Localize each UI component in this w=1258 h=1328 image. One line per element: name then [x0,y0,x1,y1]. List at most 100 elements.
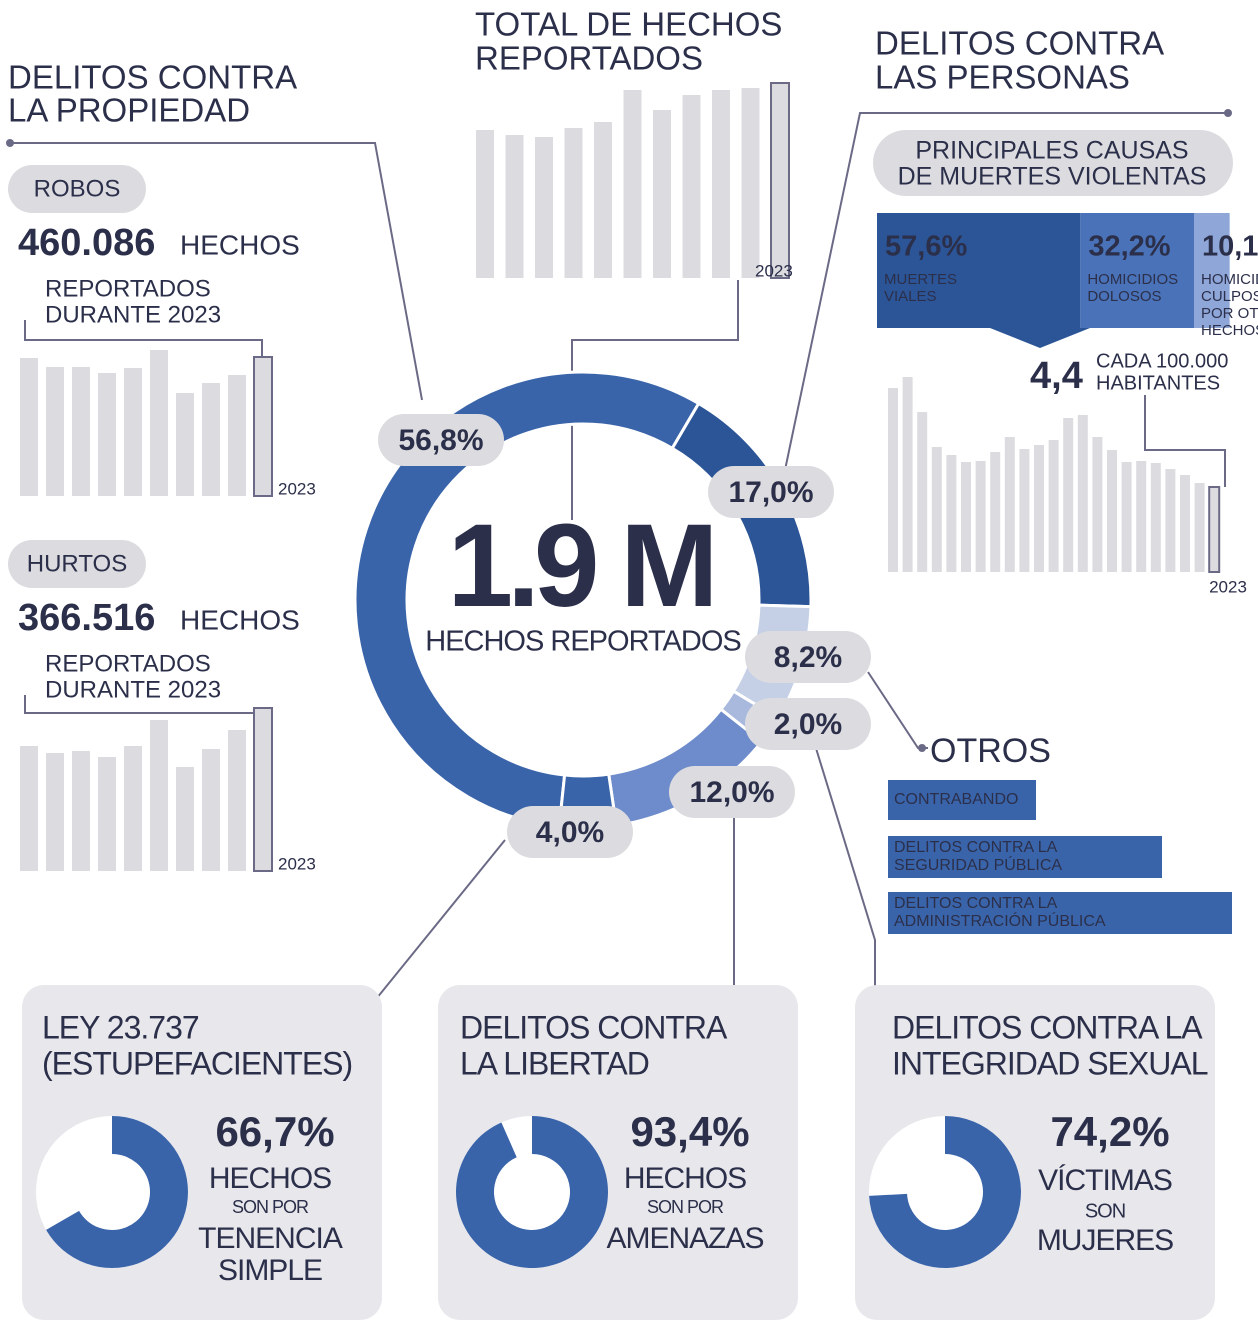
label-pill [745,631,871,683]
bar [1107,450,1117,572]
value-label: 2,0% [774,708,842,741]
bar [712,90,730,278]
bar [253,707,273,872]
center-value: 1.9 M [447,500,712,632]
bar [1034,445,1044,572]
bar [770,82,790,279]
tag: DE MUERTES VIOLENTAS [898,163,1207,191]
bar [564,128,583,278]
bar [72,367,90,496]
value-label: 12,0% [689,776,774,809]
title: REPORTADOS [475,40,703,77]
value-label: 8,2% [774,641,842,674]
bar [535,137,553,278]
bar [72,751,90,871]
value-label: 56,8% [398,424,483,457]
card-line: HECHOS [624,1162,746,1195]
year: 2023 [278,854,316,873]
bar [505,135,524,278]
title: OTROS [930,732,1051,770]
bar [1048,440,1059,572]
bar [46,753,64,871]
title: TOTAL DE HECHOS [475,6,782,43]
title: DELITOS CONTRA [8,59,297,96]
cause-name: MUERTES [884,271,957,288]
bar [1150,463,1161,572]
tag-pill [8,540,146,588]
cause-value: 10,1% [1202,231,1258,263]
category: DELITOS CONTRA LA [894,839,1058,856]
bar [653,110,671,278]
bar [98,373,116,496]
cause-bar [877,213,1081,328]
category-box [888,780,1036,820]
rate-note: HABITANTES [1096,372,1220,394]
number: 366.516 [18,597,155,639]
tag-pill [873,130,1233,196]
center-label: HECHOS REPORTADOS [425,626,741,658]
title: LA PROPIEDAD [8,92,250,129]
bar [150,350,168,496]
number: 460.086 [18,222,155,264]
card-title: LA LIBERTAD [460,1045,649,1081]
bar [975,461,986,572]
cause-name: POR OTROS [1201,305,1258,322]
unit: HECHOS [180,604,300,635]
bar [931,447,942,572]
category: SEGURIDAD PÚBLICA [894,855,1062,874]
bar [176,393,194,496]
cause-name: DOLOSOS [1087,288,1161,305]
cause-name: CULPOSOS [1201,288,1258,305]
bar [202,749,220,871]
bar [176,767,194,871]
bar [1208,486,1221,573]
cause-name: VIALES [884,288,937,305]
bar [253,356,273,497]
unit: HECHOS [180,229,300,260]
category-box [888,892,1232,934]
bar [124,368,142,496]
bar [1136,461,1147,572]
cause-name: HOMICIDIOS [1087,271,1178,288]
bar [946,455,957,572]
donut-segment [869,1116,1022,1269]
bar [228,730,246,871]
bar [741,88,760,278]
bar [1180,475,1190,572]
card-value: 66,7% [215,1108,334,1155]
bar [623,90,642,278]
label-pill [708,466,834,518]
bar [46,367,64,496]
cause-bar [1193,213,1230,328]
card-line: SON [1085,1200,1125,1222]
note: REPORTADOS [45,650,211,677]
bar [228,375,246,496]
bar [124,746,142,871]
label-pill [669,766,795,818]
card-line: SON POR [232,1197,309,1217]
bar [902,377,913,572]
category: ADMINISTRACIÓN PÚBLICA [894,911,1106,930]
cause-value: 32,2% [1088,231,1170,263]
label-pill [507,806,633,858]
note: DURANTE 2023 [45,676,221,703]
cause-bar [1080,213,1194,328]
bar [1194,483,1205,572]
bar [990,452,1001,572]
rate: 4,4 [1030,355,1083,397]
card-title: DELITOS CONTRA [460,1009,728,1045]
donut-segment [456,1116,608,1268]
bar [1165,469,1176,572]
card-value: 93,4% [630,1108,749,1155]
year: 2023 [1209,577,1247,596]
bar [594,122,612,278]
card-title: DELITOS CONTRA LA [892,1009,1203,1045]
cause-name: HECHOS [1201,322,1258,339]
card-title: INTEGRIDAD SEXUAL [892,1045,1208,1081]
value-label: 4,0% [536,816,604,849]
tag: ROBOS [34,175,121,202]
bar [917,412,928,572]
bar [20,358,38,496]
bar [150,720,168,871]
bar [1004,437,1015,572]
